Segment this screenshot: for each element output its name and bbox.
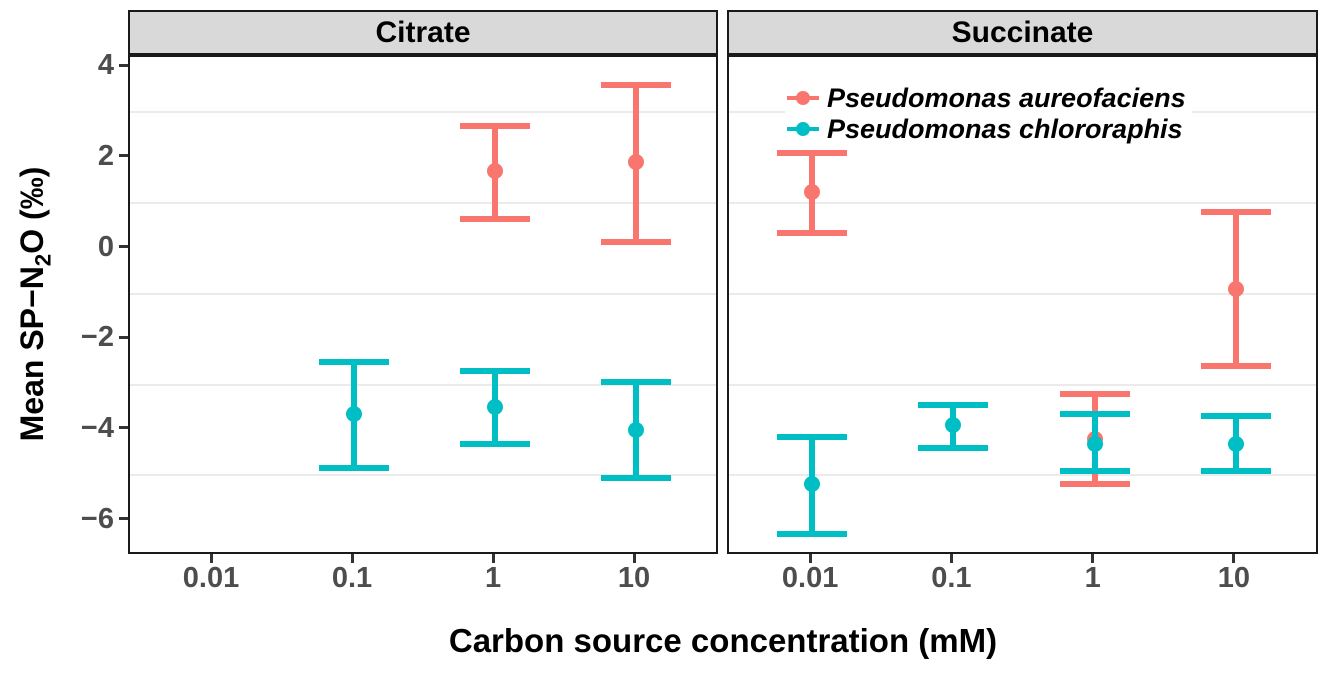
- y-tick: [119, 517, 128, 521]
- data-point: [804, 476, 821, 493]
- data-point: [1227, 281, 1244, 298]
- gridline-minor: [729, 202, 1316, 205]
- legend-label: Pseudomonas chlororaphis: [827, 113, 1183, 144]
- errorbar-cap-bottom: [1200, 467, 1271, 474]
- data-point: [1086, 435, 1103, 452]
- y-tick-label: −6: [80, 502, 114, 535]
- errorbar-cap-bottom: [601, 474, 672, 481]
- facet-strip-citrate: Citrate: [128, 10, 718, 55]
- x-tick: [632, 554, 636, 563]
- errorbar-cap-top: [918, 401, 989, 408]
- errorbar-cap-bottom: [1200, 363, 1271, 370]
- errorbar-cap-bottom: [1059, 467, 1130, 474]
- x-tick: [1091, 554, 1095, 563]
- x-tick-label: 0.01: [182, 562, 240, 594]
- x-axis-title: Carbon source concentration (mM): [448, 622, 998, 659]
- data-point: [945, 417, 962, 434]
- y-tick-label: −4: [80, 411, 114, 444]
- gridline-minor: [130, 292, 716, 295]
- x-tick-label: 0.1: [331, 562, 373, 594]
- legend: Pseudomonas aureofaciens Pseudomonas chlo…: [785, 81, 1192, 146]
- x-tick-label: 0.1: [931, 562, 972, 594]
- errorbar-cap-top: [777, 433, 848, 440]
- errorbar-cap-bottom: [460, 216, 531, 223]
- data-point: [487, 399, 504, 416]
- y-tick-label: 0: [97, 230, 114, 263]
- x-tick: [1232, 554, 1236, 563]
- errorbar-cap-top: [601, 82, 672, 89]
- facet-panel-citrate: [128, 55, 718, 554]
- data-point: [1227, 435, 1244, 452]
- x-tick-label: 0.01: [781, 562, 839, 594]
- legend-label: Pseudomonas aureofaciens: [827, 82, 1186, 113]
- errorbar-cap-top: [1200, 413, 1271, 420]
- x-tick-label: 1: [484, 562, 502, 594]
- x-tick: [491, 554, 495, 563]
- data-point: [804, 183, 821, 200]
- data-point: [487, 163, 504, 180]
- errorbar-cap-bottom: [601, 238, 672, 245]
- x-tick: [949, 554, 953, 563]
- data-point: [628, 154, 645, 171]
- facet-panel-succinate: Pseudomonas aureofaciens Pseudomonas chlo…: [727, 55, 1318, 554]
- gridline-minor: [130, 111, 716, 114]
- y-tick: [119, 63, 128, 67]
- gridline-minor: [130, 202, 716, 205]
- y-tick: [119, 335, 128, 339]
- errorbar-cap-top: [460, 123, 531, 130]
- gridline-minor: [130, 474, 716, 477]
- gridline-minor: [729, 292, 1316, 295]
- y-tick-label: −2: [80, 321, 114, 354]
- errorbar-cap-top: [319, 358, 390, 365]
- errorbar-cap-top: [1059, 390, 1130, 397]
- gridline-minor: [729, 383, 1316, 386]
- facet-strip-label: Succinate: [951, 15, 1094, 49]
- errorbar-cap-top: [1059, 411, 1130, 418]
- y-tick: [119, 426, 128, 430]
- errorbar-cap-bottom: [319, 465, 390, 472]
- errorbar-cap-top: [777, 150, 848, 157]
- x-tick-label: 1: [1084, 562, 1101, 594]
- x-tick-label: 10: [1217, 562, 1251, 594]
- x-tick: [350, 554, 354, 563]
- facet-strip-succinate: Succinate: [727, 10, 1318, 55]
- errorbar-cap-top: [601, 379, 672, 386]
- y-tick-label: 2: [97, 139, 114, 172]
- data-point: [346, 406, 363, 423]
- errorbar-cap-bottom: [777, 229, 848, 236]
- legend-key-dot: [796, 122, 810, 136]
- x-tick: [808, 554, 812, 563]
- errorbar-cap-bottom: [918, 445, 989, 452]
- data-point: [628, 421, 645, 438]
- legend-key-dot: [796, 91, 810, 105]
- x-tick-label: 10: [617, 562, 651, 594]
- errorbar-cap-top: [1200, 209, 1271, 216]
- x-tick: [209, 554, 213, 563]
- errorbar-cap-bottom: [460, 440, 531, 447]
- facet-strip-label: Citrate: [375, 15, 471, 49]
- errorbar-cap-bottom: [777, 531, 848, 538]
- gridline-minor: [130, 383, 716, 386]
- errorbar-cap-bottom: [1059, 481, 1130, 488]
- gridline-minor: [729, 474, 1316, 477]
- legend-row: Pseudomonas aureofaciens: [787, 83, 1186, 113]
- legend-key-pointrange-icon: [787, 119, 819, 139]
- errorbar-cap-top: [460, 367, 531, 374]
- y-tick: [119, 154, 128, 158]
- legend-row: Pseudomonas chlororaphis: [787, 114, 1186, 144]
- y-tick-label: 4: [97, 49, 114, 82]
- legend-key-pointrange-icon: [787, 88, 819, 108]
- y-tick: [119, 245, 128, 248]
